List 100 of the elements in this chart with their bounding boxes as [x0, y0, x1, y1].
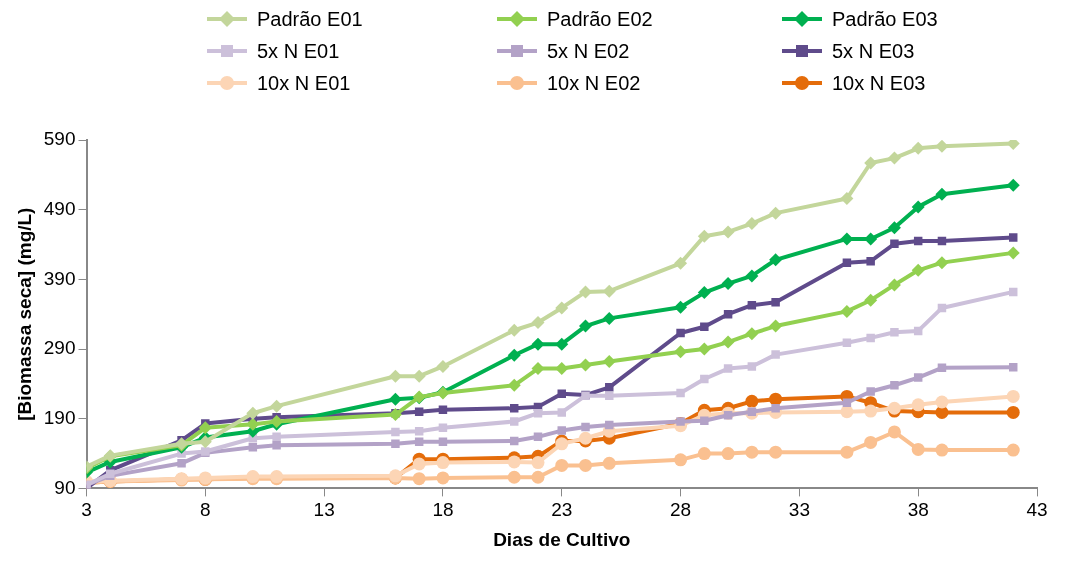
legend-label: 5x N E01 [257, 39, 340, 63]
point [177, 459, 186, 468]
point [864, 232, 878, 246]
point [605, 420, 614, 430]
point [911, 398, 925, 412]
point [605, 391, 614, 400]
y-tick-label: 290 [43, 337, 76, 359]
point [412, 472, 426, 486]
point [866, 257, 875, 266]
legend-label: 10x N E02 [547, 71, 641, 95]
point [1006, 405, 1020, 419]
point [721, 225, 735, 239]
point [676, 388, 685, 398]
point [198, 421, 212, 435]
legend-label: 5x N E02 [547, 39, 630, 63]
point [391, 427, 400, 437]
x-tick-label: 8 [200, 499, 211, 521]
x-tick-label: 23 [551, 499, 573, 521]
point [911, 200, 925, 214]
y-axis-title: [Biomassa seca] (mg/L) [13, 207, 35, 421]
point [581, 422, 590, 432]
point [436, 359, 450, 373]
point [391, 439, 400, 449]
point [579, 358, 593, 372]
point [555, 337, 569, 351]
point [887, 151, 901, 165]
point [412, 369, 426, 383]
point [769, 253, 783, 267]
point [911, 141, 925, 155]
point [864, 156, 878, 170]
point [579, 285, 593, 299]
point [602, 284, 616, 298]
point [507, 378, 521, 392]
point [1006, 246, 1020, 260]
point [890, 239, 899, 249]
point [935, 443, 949, 457]
point [887, 278, 901, 292]
point [935, 395, 949, 409]
point [246, 417, 260, 431]
point [557, 389, 566, 398]
legend-label: Padrão E02 [547, 7, 653, 31]
point [674, 256, 688, 270]
point [438, 405, 448, 414]
point [769, 319, 783, 333]
point [911, 263, 925, 277]
point [747, 362, 757, 371]
point [866, 387, 875, 396]
point [935, 405, 949, 419]
point [864, 293, 878, 307]
point [414, 437, 424, 446]
point [700, 322, 709, 331]
point [531, 456, 545, 470]
point [697, 342, 711, 356]
x-tick-label: 33 [788, 499, 810, 521]
point [840, 192, 854, 206]
point [507, 323, 521, 337]
point [864, 435, 878, 449]
point [412, 457, 426, 471]
y-tick-label: 590 [43, 128, 76, 150]
point [697, 447, 711, 461]
point [674, 453, 688, 467]
point [721, 335, 735, 349]
point [864, 404, 878, 418]
point [388, 369, 402, 383]
point [509, 404, 519, 413]
point [771, 298, 780, 307]
point [531, 316, 545, 330]
point [507, 348, 521, 362]
point [697, 229, 711, 243]
point [602, 311, 616, 325]
y-tick-label: 390 [43, 267, 76, 289]
point [1006, 178, 1020, 192]
point [248, 443, 258, 452]
point [840, 304, 854, 318]
point [771, 350, 780, 359]
point [745, 445, 759, 459]
point [842, 258, 852, 267]
point [272, 440, 281, 450]
point [769, 206, 783, 220]
point [745, 217, 759, 231]
x-axis-title: Dias de Cultivo [493, 528, 631, 550]
point [531, 337, 545, 351]
point [771, 404, 780, 413]
point [745, 269, 759, 283]
point [414, 427, 424, 436]
point [676, 328, 685, 338]
point [509, 417, 519, 426]
point [721, 447, 735, 461]
point [579, 319, 593, 333]
point [507, 470, 521, 484]
point [555, 362, 569, 376]
point [436, 456, 450, 470]
point [769, 445, 783, 459]
point [272, 432, 281, 442]
y-tick-label: 90 [54, 476, 76, 498]
point [557, 426, 566, 435]
legend-label: Padrão E03 [832, 7, 938, 31]
point [842, 398, 852, 407]
point [840, 232, 854, 246]
point [531, 362, 545, 376]
